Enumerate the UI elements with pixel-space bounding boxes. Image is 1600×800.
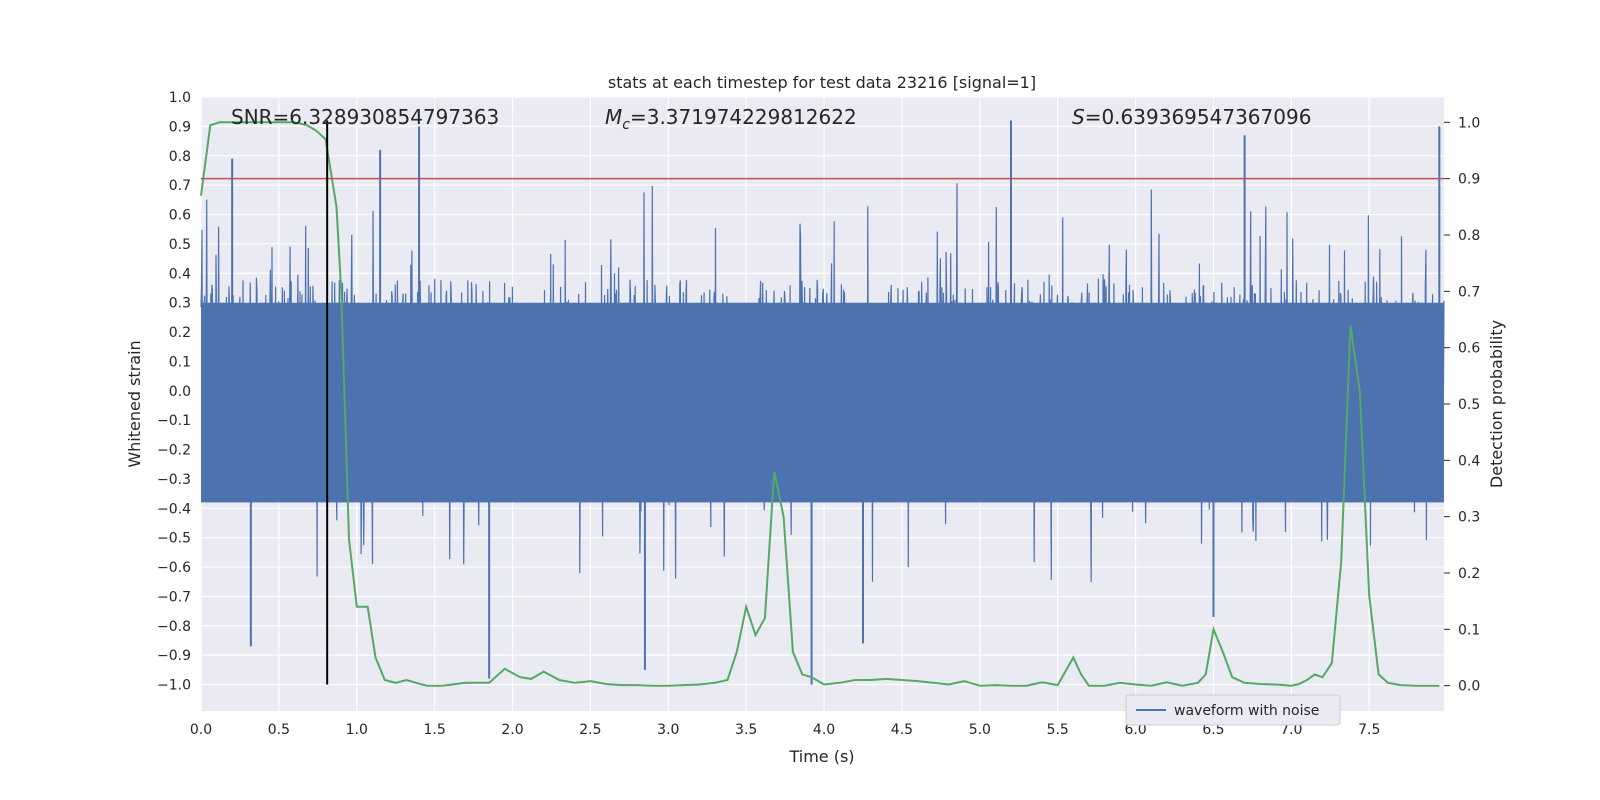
waveform-core-band — [201, 302, 1444, 503]
y2-tick-label: 0.3 — [1458, 510, 1480, 526]
y-tick-label: 1.0 — [169, 90, 191, 106]
y-tick-label: −0.5 — [157, 531, 191, 547]
s-value: =0.639369547367096 — [1085, 105, 1312, 129]
y2-tick-label: 0.6 — [1458, 341, 1480, 357]
y-tick-label: −0.1 — [157, 413, 191, 429]
y-tick-label: −0.2 — [157, 443, 191, 459]
x-axis: 0.0 0.5 1.0 1.5 2.0 2.5 3.0 3.5 4.0 4.5 5.0 5.5 6.0 6… — [190, 722, 1380, 738]
x-tick-label: 5.5 — [1047, 722, 1069, 738]
x-tick-label: 2.0 — [501, 722, 523, 738]
x-tick-label: 7.5 — [1358, 722, 1380, 738]
probability-line — [200, 121, 1440, 687]
chart-title: stats at each timestep for test data 232… — [608, 73, 1036, 92]
s-annotation: S=0.639369547367096 — [1072, 105, 1311, 129]
x-tick-label: 4.5 — [891, 722, 913, 738]
snr-annotation: SNR=6.328930854797363 — [231, 105, 499, 129]
y2-tick-label: 0.5 — [1458, 397, 1480, 413]
y-tick-label: −0.9 — [157, 648, 191, 664]
s-symbol: S — [1072, 105, 1085, 129]
y-tick-label: −1.0 — [157, 678, 191, 694]
x-tick-label: 1.0 — [346, 722, 368, 738]
y2-tick-label: 0.4 — [1458, 453, 1480, 469]
waveform-with-noise-series — [200, 120, 1445, 685]
x-tick-label: 0.5 — [268, 722, 290, 738]
y-tick-label: 0.7 — [169, 178, 191, 194]
chirp-mass-annotation: Mc=3.371974229812622 — [605, 105, 857, 133]
x-axis-label: Time (s) — [788, 747, 854, 766]
x-tick-label: 7.0 — [1280, 722, 1302, 738]
x-tick-label: 3.0 — [657, 722, 679, 738]
y-axis-label: Whitened strain — [125, 340, 144, 467]
x-tick-label: 1.5 — [424, 722, 446, 738]
y-tick-label: 0.6 — [169, 208, 191, 224]
x-tick-label: 3.5 — [735, 722, 757, 738]
y2-tick-label: 0.9 — [1458, 172, 1480, 188]
x-tick-label: 6.0 — [1124, 722, 1146, 738]
y-axis-left: −1.0 −0.9 −0.8 −0.7 −0.6 −0.5 −0.4 −0.3 −0.2 −0.1… — [157, 90, 191, 694]
x-tick-label: 4.0 — [813, 722, 835, 738]
chirp-mass-value: =3.371974229812622 — [630, 105, 857, 129]
y-tick-label: −0.8 — [157, 619, 191, 635]
legend-box — [1125, 694, 1341, 726]
y-axis-right: 0.0 0.1 0.2 0.3 0.4 0.5 0.6 0.7 0.8 0.9 1.0 — [1444, 115, 1480, 695]
legend: waveform with noise — [1125, 694, 1341, 726]
y-tick-label: −0.3 — [157, 472, 191, 488]
y-tick-label: −0.7 — [157, 589, 191, 605]
y-tick-label: −0.6 — [157, 560, 191, 576]
x-tick-label: 6.5 — [1202, 722, 1224, 738]
y2-tick-label: 0.7 — [1458, 284, 1480, 300]
y-tick-label: −0.4 — [157, 501, 191, 517]
legend-label: waveform with noise — [1174, 703, 1319, 719]
y2-tick-label: 0.8 — [1458, 228, 1480, 244]
y-tick-label: 0.3 — [169, 296, 191, 312]
y-tick-label: 0.4 — [169, 266, 191, 282]
y-tick-label: 0.5 — [169, 237, 191, 253]
y-tick-label: 0.2 — [169, 325, 191, 341]
y2-tick-label: 0.0 — [1458, 679, 1480, 695]
y-tick-label: 0.8 — [169, 149, 191, 165]
y-tick-label: 0.1 — [169, 354, 191, 370]
y2-tick-label: 0.1 — [1458, 622, 1480, 638]
y-tick-label: 0.9 — [169, 119, 191, 135]
y-tick-label: 0.0 — [169, 384, 191, 400]
y2-tick-label: 0.2 — [1458, 566, 1480, 582]
x-tick-label: 0.0 — [190, 722, 212, 738]
chirp-mass-subscript: c — [622, 117, 630, 133]
y2-axis-label: Detection probability — [1487, 320, 1506, 488]
y2-tick-label: 1.0 — [1458, 115, 1480, 131]
detection-probability-series — [200, 121, 1440, 687]
x-tick-label: 5.0 — [969, 722, 991, 738]
overlay-lines — [201, 120, 1444, 685]
x-tick-label: 2.5 — [579, 722, 601, 738]
chirp-mass-symbol: M — [605, 105, 622, 129]
